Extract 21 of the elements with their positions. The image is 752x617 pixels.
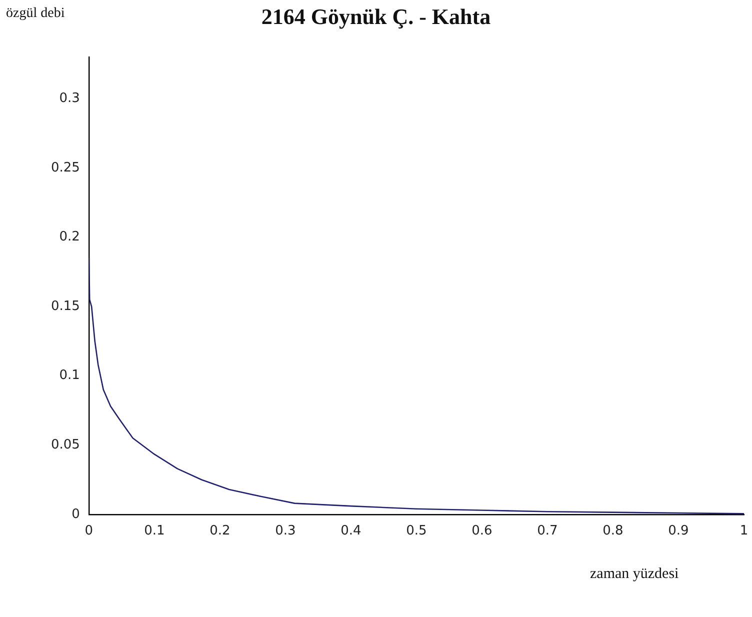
- y-tick-label: 0.15: [50, 298, 80, 314]
- x-tick-label: 1: [740, 524, 748, 539]
- x-tick-label: 0.9: [668, 524, 689, 539]
- chart-title: 2164 Göynük Ç. - Kahta: [261, 4, 491, 29]
- x-tick-label: 0.1: [144, 524, 165, 539]
- y-tick-label: 0.3: [59, 90, 80, 106]
- x-tick-label: 0.4: [340, 524, 362, 539]
- x-axis-title: zaman yüzdesi: [590, 566, 679, 583]
- x-tick-label: 0.3: [275, 524, 296, 539]
- x-tick-label: 0.6: [472, 524, 492, 539]
- y-tick-label: 0.1: [59, 368, 80, 384]
- y-tick-label: 0.2: [59, 230, 80, 245]
- y-tick-label: 0.25: [50, 160, 80, 176]
- x-tick-label: 0.2: [210, 524, 230, 539]
- x-tick-label: 0: [84, 524, 94, 539]
- x-tick-label: 0.5: [406, 524, 427, 539]
- x-tick-label: 0.8: [602, 524, 624, 539]
- y-tick-label: 0: [72, 506, 80, 522]
- y-tick-label: 0.05: [50, 437, 80, 452]
- y-axis-title: özgül debi: [6, 6, 65, 22]
- x-tick-label: 0.7: [537, 524, 558, 539]
